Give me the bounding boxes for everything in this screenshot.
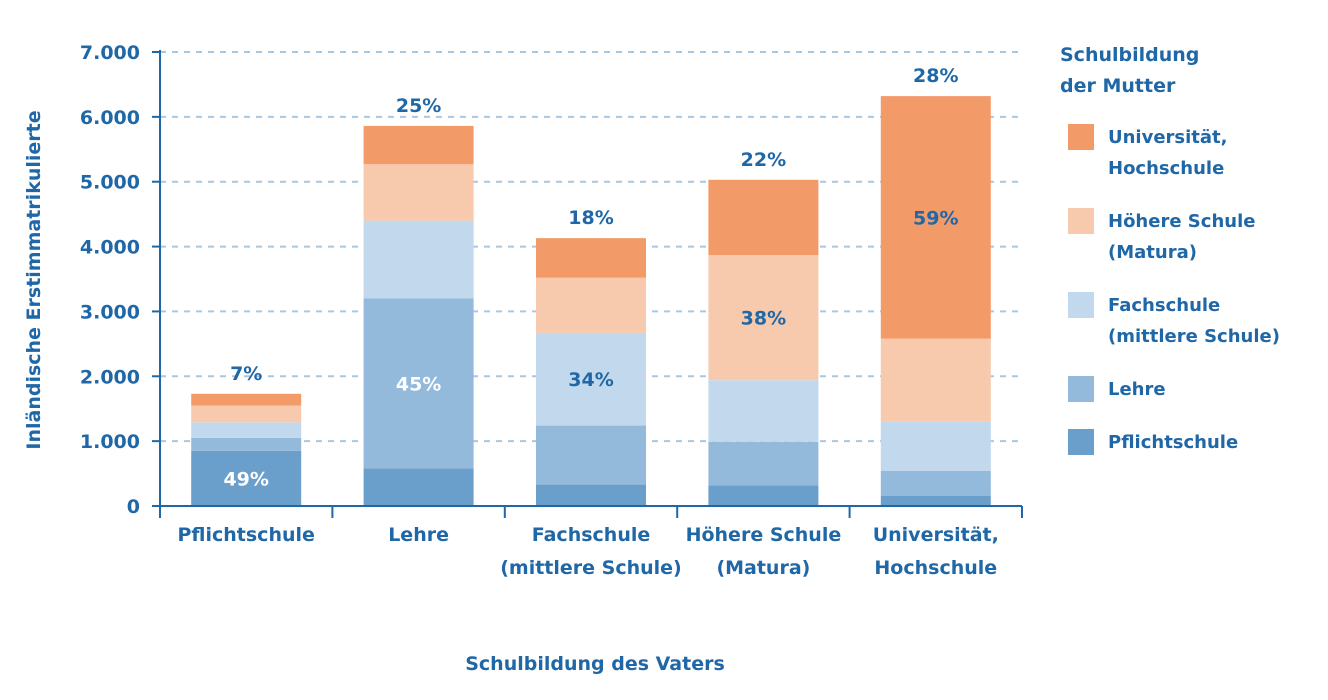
x-tick-label-line: Pflichtschule [177, 524, 314, 546]
bar-segment [708, 179, 819, 256]
y-tick-label: 4.000 [80, 237, 140, 259]
legend-swatch [1068, 208, 1094, 234]
legend-title: Schulbildung der Mutter [1060, 40, 1328, 102]
bar-segment [708, 485, 819, 506]
bar-total-label: 25% [396, 95, 441, 117]
bar-segment [363, 125, 474, 165]
legend-label-line: Hochschule [1108, 158, 1225, 179]
legend-label: Fachschule (mittlere Schule) [1108, 290, 1280, 352]
bar-segment [880, 495, 991, 506]
stacked-bar-chart: 0 1.000 2.000 3.000 4.000 5.000 6.000 7.000 7% Pf… [23, 42, 1023, 675]
legend-swatch [1068, 292, 1094, 318]
x-tick-label-line: (mittlere Schule) [500, 557, 682, 579]
y-axis-title: Inländische Erstimmatrikulierte [23, 110, 45, 449]
bar-segment [363, 220, 474, 299]
bar-segment [880, 338, 991, 422]
legend-label: Höhere Schule (Matura) [1108, 206, 1255, 268]
x-tick-label: Fachschule (mittlere Schule) [500, 524, 682, 579]
bar-total-label: 18% [568, 207, 613, 229]
y-tick-label: 6.000 [80, 107, 140, 129]
legend-label-line: (mittlere Schule) [1108, 326, 1280, 347]
legend-item: Lehre [1060, 374, 1328, 405]
bar-segment [536, 484, 646, 506]
legend-item: Fachschule (mittlere Schule) [1060, 290, 1328, 352]
bar-segment [191, 450, 302, 506]
y-tick-label: 1.000 [80, 431, 140, 453]
x-tick-label-line: Universität, [873, 524, 999, 546]
legend-label: Universität, Hochschule [1108, 122, 1228, 184]
legend: Schulbildung der Mutter Universität, Hoch… [1060, 40, 1328, 480]
bar-segment [708, 255, 819, 381]
legend-items: Universität, Hochschule Höhere Schule (Matu… [1060, 122, 1328, 458]
bar-segment [191, 405, 302, 423]
segment-label: 38% [741, 308, 786, 330]
x-tick-label: Universität, Hochschule [873, 524, 999, 579]
legend-label-line: Fachschule [1108, 295, 1221, 316]
bar-segment [191, 422, 302, 438]
bar-segment [191, 393, 302, 406]
bar-segment [536, 277, 646, 333]
x-tick-label: Höhere Schule (Matura) [686, 524, 842, 579]
legend-label-line: Lehre [1108, 379, 1166, 400]
bar-segment [708, 380, 819, 442]
y-tick-label: 3.000 [80, 301, 140, 323]
x-tick-label-line: (Matura) [716, 557, 810, 579]
legend-label-line: Pflichtschule [1108, 432, 1239, 453]
y-tick-label: 7.000 [80, 42, 140, 64]
bar-segment [536, 425, 646, 485]
legend-label-line: Universität, [1108, 127, 1228, 148]
bar-segment [708, 441, 819, 486]
x-tick-label-line: Hochschule [874, 557, 997, 579]
segment-label: 45% [396, 373, 441, 395]
x-tick-label-line: Höhere Schule [686, 524, 842, 546]
bar-segment [880, 96, 991, 339]
bar-total-label: 22% [741, 149, 786, 171]
legend-item: Höhere Schule (Matura) [1060, 206, 1328, 268]
y-tick-label: 0 [127, 496, 140, 518]
y-tick-label: 5.000 [80, 172, 140, 194]
legend-title-line: der Mutter [1060, 75, 1176, 97]
bar-segment [363, 164, 474, 221]
legend-label-line: Höhere Schule [1108, 211, 1256, 232]
legend-item: Universität, Hochschule [1060, 122, 1328, 184]
bar-segment [880, 421, 991, 471]
legend-title-line: Schulbildung [1060, 44, 1200, 66]
bar-segment [536, 332, 646, 426]
legend-label: Lehre [1108, 374, 1166, 405]
segment-label: 34% [568, 369, 613, 391]
bar-total-label: 7% [230, 363, 262, 385]
bar-total-label: 28% [913, 65, 958, 87]
legend-swatch [1068, 124, 1094, 150]
legend-swatch [1068, 429, 1094, 455]
segment-label: 49% [223, 468, 268, 490]
bar-segment [536, 238, 646, 278]
bar-segment [191, 437, 302, 451]
x-tick-label: Lehre [388, 524, 449, 546]
legend-label: Pflichtschule [1108, 427, 1238, 458]
legend-item: Pflichtschule [1060, 427, 1328, 458]
bar-segment [363, 298, 474, 469]
y-tick-label: 2.000 [80, 366, 140, 388]
bar-segment [880, 470, 991, 496]
x-axis-title: Schulbildung des Vaters [465, 653, 725, 675]
x-tick-label-line: Fachschule [532, 524, 651, 546]
bar-segment [363, 468, 474, 506]
legend-swatch [1068, 376, 1094, 402]
x-tick-label-line: Lehre [388, 524, 449, 546]
legend-label-line: (Matura) [1108, 242, 1197, 263]
segment-label: 59% [913, 207, 958, 229]
x-tick-label: Pflichtschule [177, 524, 314, 546]
